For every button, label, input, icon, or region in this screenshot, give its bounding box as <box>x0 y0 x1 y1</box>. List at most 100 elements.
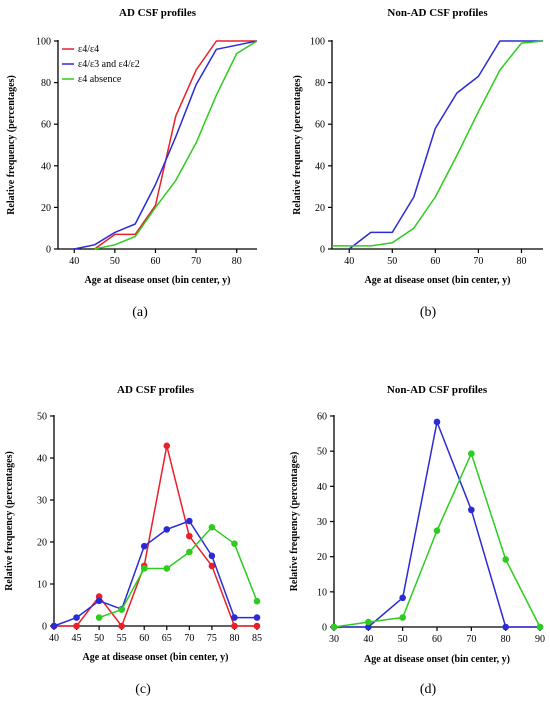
data-point <box>365 618 372 626</box>
x-axis-label: Age at disease onset (bin center, y) <box>84 275 230 286</box>
chart-panel-c: AD CSF profiles 0 10 20 30 40 50 40 45 50 55 60 65 70… <box>4 384 262 697</box>
y-tick-label: 0 <box>42 622 47 633</box>
chart-title: AD CSF profiles <box>117 384 195 396</box>
data-point <box>231 614 238 621</box>
series-line-1 <box>332 40 544 247</box>
series-line-2 <box>98 526 258 619</box>
x-tick-label: 55 <box>117 633 127 644</box>
y-tick-label: 80 <box>315 78 325 89</box>
y-tick-label: 60 <box>41 120 51 131</box>
data-point <box>163 442 171 450</box>
data-point <box>118 606 125 613</box>
y-tick-label: 0 <box>320 245 325 256</box>
series-line-1 <box>74 40 258 250</box>
x-tick-label: 30 <box>329 634 339 645</box>
data-point <box>433 527 441 534</box>
y-tick-label: 20 <box>317 552 327 563</box>
y-tick-label: 10 <box>37 580 47 591</box>
data-point <box>253 597 261 605</box>
x-axis-label: Age at disease onset (bin center, y) <box>364 275 510 286</box>
y-tick-label: 40 <box>315 161 325 172</box>
panel-label: (d) <box>420 682 437 697</box>
series-line-2 <box>94 40 258 250</box>
x-tick-label: 50 <box>387 256 397 267</box>
chart-title: Non-AD CSF profiles <box>387 7 488 19</box>
x-tick-label: 70 <box>184 633 194 644</box>
y-axis-label: Relative frequency (percentages) <box>4 451 15 591</box>
series-line-1 <box>333 452 541 628</box>
data-point <box>140 542 148 550</box>
x-tick-label: 60 <box>150 256 160 267</box>
y-tick-label: 100 <box>36 37 51 48</box>
x-tick-label: 80 <box>229 633 239 644</box>
y-axis-label: Relative frequency (percentages) <box>289 452 300 592</box>
data-point <box>163 565 171 572</box>
series-line-0 <box>348 40 543 250</box>
x-tick-label: 80 <box>501 634 511 645</box>
x-tick-label: 40 <box>344 256 354 267</box>
legend-entry: ε4 absence <box>78 74 122 85</box>
data-point <box>433 418 441 426</box>
data-point <box>231 622 238 630</box>
data-point <box>186 532 193 540</box>
data-point <box>140 565 148 572</box>
x-axis-label: Age at disease onset (bin center, y) <box>364 654 510 665</box>
x-tick-label: 80 <box>516 256 526 267</box>
series-line-0 <box>94 40 257 250</box>
y-tick-label: 100 <box>310 37 325 48</box>
y-tick-label: 10 <box>317 587 327 598</box>
x-tick-label: 60 <box>139 633 149 644</box>
x-tick-label: 45 <box>72 633 82 644</box>
data-point <box>536 623 544 631</box>
panel-label: (c) <box>135 682 151 697</box>
y-tick-label: 40 <box>41 161 51 172</box>
panel-label: (b) <box>420 305 437 320</box>
x-tick-label: 40 <box>49 633 59 644</box>
data-point <box>502 623 509 631</box>
y-tick-label: 80 <box>41 78 51 89</box>
data-point <box>73 622 80 630</box>
y-tick-label: 20 <box>37 538 47 549</box>
data-point <box>186 517 193 525</box>
data-point <box>208 524 216 531</box>
x-tick-label: 80 <box>232 256 242 267</box>
x-tick-label: 40 <box>363 634 373 645</box>
x-tick-label: 70 <box>473 256 483 267</box>
y-tick-label: 40 <box>37 454 47 465</box>
data-point <box>502 556 509 563</box>
x-tick-label: 50 <box>398 634 408 645</box>
y-tick-label: 50 <box>317 447 327 458</box>
y-tick-label: 0 <box>46 245 51 256</box>
y-tick-label: 40 <box>317 482 327 493</box>
y-tick-label: 30 <box>37 496 47 507</box>
y-tick-label: 50 <box>37 412 47 423</box>
data-point <box>399 594 406 602</box>
x-axis-label: Age at disease onset (bin center, y) <box>82 652 228 663</box>
x-tick-label: 70 <box>191 256 201 267</box>
data-point <box>163 526 171 533</box>
chart-title: Non-AD CSF profiles <box>387 384 488 396</box>
x-tick-label: 40 <box>69 256 79 267</box>
y-axis-label: Relative frequency (percentages) <box>292 75 303 215</box>
x-tick-label: 60 <box>430 256 440 267</box>
y-axis-label: Relative frequency (percentages) <box>6 75 17 215</box>
x-tick-label: 90 <box>535 634 545 645</box>
data-point <box>399 614 406 621</box>
x-tick-label: 85 <box>252 633 262 644</box>
data-point <box>253 622 261 630</box>
data-point <box>231 540 238 547</box>
chart-title: AD CSF profiles <box>119 7 197 19</box>
series-line-1 <box>53 520 257 627</box>
x-tick-label: 60 <box>432 634 442 645</box>
data-point <box>468 506 475 514</box>
panel-label: (a) <box>132 305 148 320</box>
chart-panel-d: Non-AD CSF profiles 0 10 20 30 40 50 60 30 40 50 60… <box>289 384 545 697</box>
data-point <box>95 597 103 605</box>
x-tick-label: 50 <box>94 633 104 644</box>
y-tick-label: 60 <box>317 412 327 423</box>
x-tick-label: 65 <box>162 633 172 644</box>
x-tick-label: 50 <box>110 256 120 267</box>
data-point <box>253 614 261 621</box>
